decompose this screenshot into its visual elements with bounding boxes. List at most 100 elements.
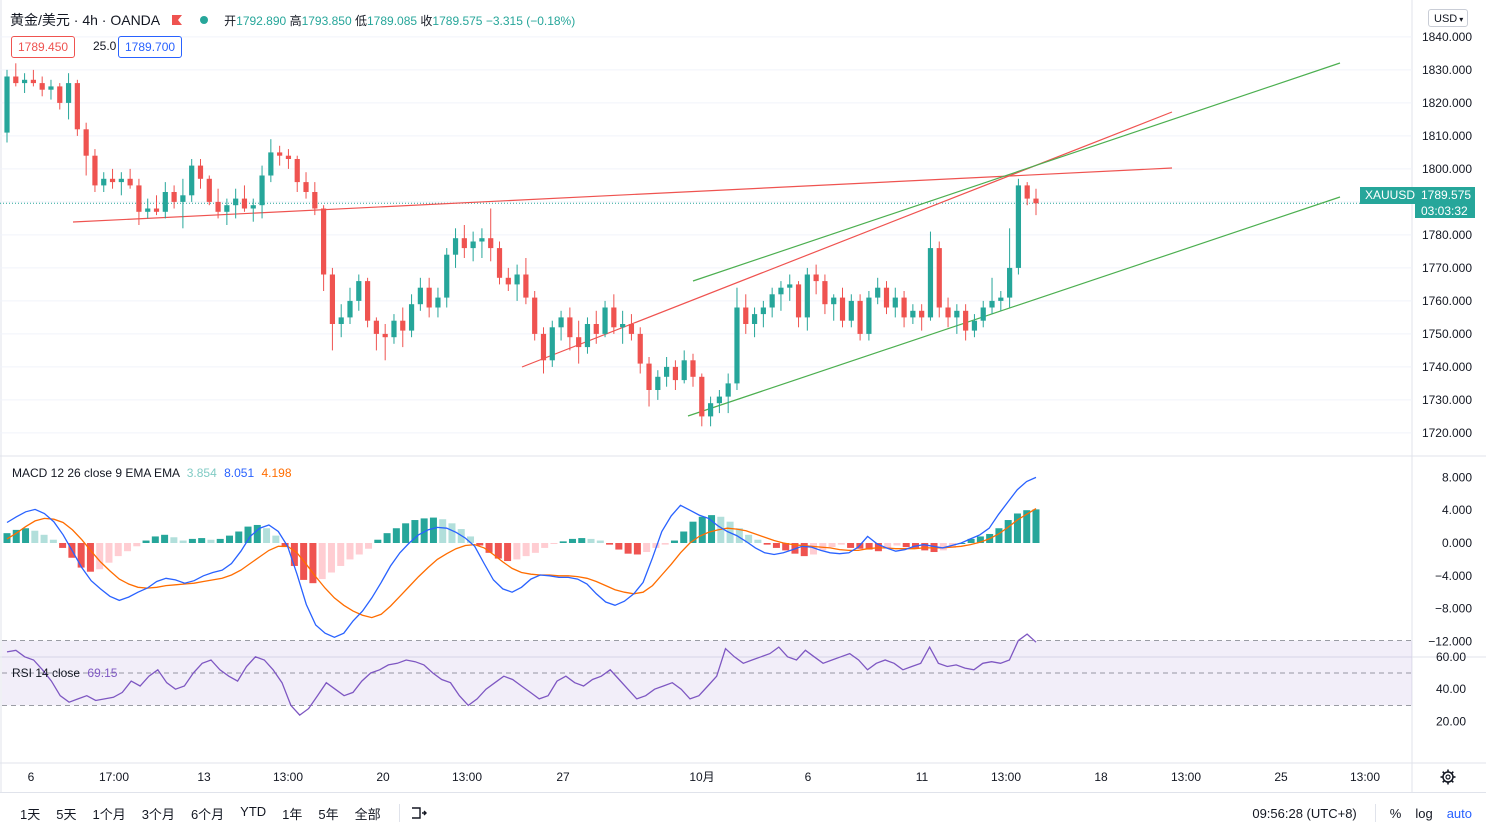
price-tick: 1820.000 — [1422, 96, 1472, 110]
macd-hist-bar — [124, 543, 132, 552]
range-button-6[interactable]: 1年 — [282, 806, 303, 822]
macd-hist-bar — [142, 540, 150, 543]
macd-hist-bar — [327, 543, 335, 573]
macd-hist-bar — [485, 543, 493, 553]
rsi-tick: 40.00 — [1436, 682, 1466, 696]
candle-body — [883, 287, 890, 308]
settings-gear-icon[interactable] — [1440, 769, 1456, 785]
candle-body — [435, 297, 441, 308]
symbol-title[interactable]: 黄金/美元 · 4h · OANDA — [10, 12, 161, 28]
chart-canvas[interactable]: 1840.000 1830.000 1820.000 1810.000 1800.000… — [0, 0, 1486, 792]
candle-body — [364, 281, 371, 321]
spread-value: 25.0 — [93, 39, 117, 53]
macd-hist-bar — [1023, 510, 1031, 543]
rsi-legend[interactable]: RSI 14 close 69.15 — [12, 666, 118, 680]
range-button-1[interactable]: 5天 — [56, 806, 77, 822]
candle-body — [778, 287, 784, 295]
range-button-5[interactable]: YTD — [240, 803, 267, 819]
time-axis[interactable]: 6 17:00 13 13:00 20 13:00 27 10月 6 11 13:00 18 13:00… — [28, 770, 1381, 784]
macd-hist-bar — [624, 543, 632, 554]
buy-button[interactable]: 1789.700 — [118, 36, 183, 58]
trend-lines[interactable] — [72, 62, 1341, 417]
range-button-2[interactable]: 1个月 — [92, 806, 126, 822]
macd-legend[interactable]: MACD 12 26 close 9 EMA EMA 3.854 8.051 4… — [12, 466, 292, 480]
candle-body — [496, 248, 503, 278]
candle-body — [408, 304, 415, 331]
clock[interactable]: 09:56:28 (UTC+8) — [1252, 805, 1357, 821]
macd-hist-bar — [49, 539, 57, 543]
macd-hist-bar — [782, 543, 790, 551]
candle-body — [804, 274, 810, 318]
candle-body — [206, 178, 212, 202]
macd-hist-bar — [522, 543, 530, 557]
range-button-4[interactable]: 6个月 — [190, 806, 225, 822]
symbol-header: 黄金/美元 · 4h · OANDA 开1792.890 高1793.850 低… — [10, 10, 575, 30]
macd-hist-bar — [531, 543, 539, 553]
range-button-7[interactable]: 5年 — [318, 806, 339, 822]
candle-body — [514, 274, 520, 285]
macd-hist-bar — [541, 543, 549, 548]
candle-body — [153, 208, 160, 212]
candle-body — [743, 307, 749, 324]
price-tick: 1810.000 — [1422, 129, 1472, 143]
candle-body — [813, 274, 819, 282]
candle-body — [250, 205, 256, 209]
log-toggle[interactable]: log — [1415, 805, 1433, 821]
time-tick: 13:00 — [1171, 770, 1201, 784]
candle-body — [321, 208, 327, 275]
candle-body — [681, 360, 687, 381]
macd-hist-bar — [281, 543, 289, 548]
candle-body — [848, 300, 854, 321]
macd-hist-bar — [337, 543, 345, 566]
bottom-toolbar: 1天 5天 1个月 3个月 6个月 YTD 1年 5年 全部 09:56:28 (UTC+8) … — [0, 792, 1486, 833]
macd-hist-bar — [596, 540, 604, 543]
candle-body — [875, 287, 881, 298]
macd-hist-bar — [874, 543, 882, 552]
macd-tick: 8.000 — [1442, 470, 1472, 484]
macd-hist-bar — [77, 543, 85, 568]
range-button-3[interactable]: 3个月 — [141, 806, 175, 822]
macd-hist-bar — [383, 533, 391, 543]
macd-hist-bar — [114, 543, 122, 557]
macd-hist-bar — [151, 536, 159, 543]
candle-body — [215, 201, 221, 212]
macd-hist-bar — [967, 538, 975, 543]
candle-body — [13, 76, 19, 84]
candle-body — [936, 248, 942, 308]
macd-hist-bar — [828, 543, 836, 548]
range-button-0[interactable]: 1天 — [20, 806, 41, 822]
sell-button[interactable]: 1789.450 — [11, 36, 76, 58]
right-controls: 09:56:28 (UTC+8) % log auto — [1252, 793, 1486, 833]
candle-body — [971, 320, 978, 331]
macd-hist-bar — [59, 543, 67, 548]
macd-hist-bar — [170, 537, 178, 543]
candle-body — [760, 307, 766, 315]
percent-toggle[interactable]: % — [1389, 805, 1402, 821]
range-button-8[interactable]: 全部 — [354, 806, 381, 822]
date-range-icon[interactable] — [410, 805, 428, 821]
auto-toggle[interactable]: auto — [1446, 805, 1472, 821]
trend-line-green_top — [692, 62, 1341, 282]
candle-body — [118, 178, 124, 183]
currency-select[interactable]: USD ▾ — [1428, 9, 1468, 27]
candle-body — [584, 324, 591, 348]
candlestick-series — [4, 63, 1039, 427]
time-tick: 13:00 — [1350, 770, 1380, 784]
price-axis[interactable]: 1840.000 1830.000 1820.000 1810.000 1800.000… — [1422, 30, 1472, 440]
macd-hist-bar — [86, 543, 94, 572]
candle-body — [831, 297, 837, 305]
candle-body — [197, 165, 204, 179]
macd-hist-bar — [800, 543, 808, 557]
candle-body — [620, 324, 626, 328]
candle-body — [479, 238, 485, 242]
macd-hist-bar — [976, 536, 984, 543]
flag-icon[interactable] — [172, 15, 183, 25]
macd-hist-bar — [429, 517, 437, 543]
macd-tick: −8.000 — [1435, 602, 1472, 616]
macd-hist-bar — [763, 543, 771, 545]
candle-body — [593, 324, 599, 334]
candle-body — [637, 333, 643, 364]
macd-hist-bar — [606, 543, 614, 545]
macd-hist-bar — [355, 543, 363, 555]
candle-body — [162, 192, 168, 212]
